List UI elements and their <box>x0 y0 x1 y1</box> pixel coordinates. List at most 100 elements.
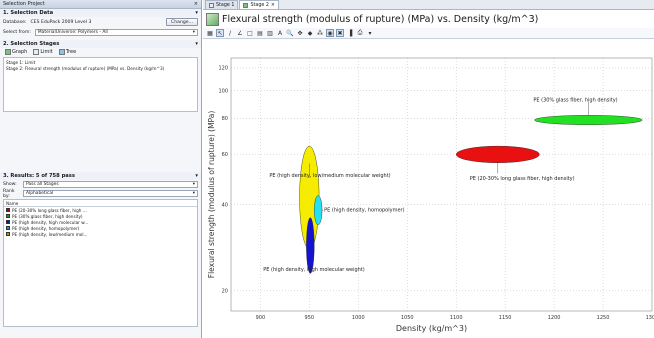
chart-title: Flexural strength (modulus of rupture) (… <box>222 13 539 25</box>
material-bubble <box>455 145 540 163</box>
material-color-swatch <box>6 208 10 212</box>
x-tick-label: 1300 <box>646 315 654 321</box>
chart-settings-icon[interactable]: ▦ <box>207 29 213 37</box>
stage-buttons: Graph Limit Tree <box>0 48 201 56</box>
list-item[interactable]: PE (high density, high molecular w... <box>4 219 197 225</box>
show-value: Pass all Stages <box>26 182 59 187</box>
y-tick-label: 100 <box>218 88 228 94</box>
name-column-header[interactable]: Name <box>4 200 197 207</box>
list-item[interactable]: PE (20-30% long glass fiber, high ... <box>4 207 197 213</box>
collapse-icon[interactable]: ▾ <box>195 173 198 179</box>
x-tick-label: 950 <box>305 315 315 321</box>
x-tick-label: 1250 <box>597 315 610 321</box>
chart-header: Flexural strength (modulus of rupture) (… <box>203 10 654 28</box>
material-bubble <box>306 217 315 274</box>
tab-stage-1[interactable]: Stage 1 <box>205 0 239 9</box>
tab-stage-2[interactable]: Stage 2 × <box>239 0 279 9</box>
text-tool-icon[interactable]: A <box>277 29 283 37</box>
material-name: PE (30% glass fiber, high density) <box>12 213 83 219</box>
material-label: PE (20-30% long glass fiber, high densit… <box>470 176 575 182</box>
material-color-swatch <box>6 232 10 236</box>
material-label: PE (high density, homopolymer) <box>324 208 404 214</box>
chevron-down-icon: ▾ <box>192 191 195 196</box>
highlight-icon[interactable]: ⁂ <box>317 29 323 37</box>
line-tool-icon[interactable]: / <box>228 29 232 37</box>
tree-stage-button[interactable]: Tree <box>57 49 78 55</box>
rank-dropdown[interactable]: Alphabetical ▾ <box>23 190 198 197</box>
material-color-swatch <box>6 220 10 224</box>
y-tick-label: 120 <box>218 66 228 72</box>
section-results[interactable]: 3. Results: 5 of 758 pass ▾ <box>0 172 201 180</box>
select-from-dropdown[interactable]: MaterialUniverse: Polymers - All ▾ <box>34 28 198 36</box>
limit-icon <box>209 2 214 8</box>
x-tick-label: 1200 <box>548 315 561 321</box>
change-button[interactable]: Change... <box>166 18 198 26</box>
chart-type-icon[interactable]: ▐ <box>347 29 353 37</box>
collapse-icon[interactable]: ▾ <box>195 41 198 47</box>
collapse-icon[interactable]: ▾ <box>195 10 198 16</box>
graph-icon <box>5 49 11 55</box>
stage-item[interactable]: Stage 2: Flexural strength (modulus of r… <box>6 66 165 71</box>
x-tick-label: 900 <box>256 315 266 321</box>
y-tick-label: 20 <box>222 288 228 294</box>
rank-label: Rank by: <box>3 188 15 199</box>
chart-toolbar: ▦ ↖ / ∠ □ ▤ ▥ A 🔍 ✥ ◆ ⁂ ◉ ✖ ▐ ⎙ ▾ <box>203 28 654 39</box>
section-selection-data[interactable]: 1. Selection Data ▾ <box>0 9 201 17</box>
tab-label: Stage 1 <box>216 2 235 8</box>
dropdown-icon[interactable]: ▾ <box>368 29 372 37</box>
pan-icon[interactable]: ✥ <box>297 29 303 37</box>
x-tick-label: 1000 <box>352 315 365 321</box>
table-tool-icon[interactable]: ▥ <box>267 29 273 37</box>
select-tool-icon[interactable]: ↖ <box>216 29 224 37</box>
tab-close-icon[interactable]: × <box>270 2 275 8</box>
select-from-row: Select from: MaterialUniverse: Polymers … <box>0 27 201 37</box>
y-tick-label: 60 <box>222 152 228 158</box>
section-selection-stages[interactable]: 2. Selection Stages ▾ <box>0 40 201 48</box>
chart[interactable]: 900 950 1000 1050 1100 1150 1200 1250 1300 20 40 60… <box>203 40 654 338</box>
limit-label: Limit <box>40 49 53 55</box>
hide-icon[interactable]: ◆ <box>307 29 313 37</box>
material-color-swatch <box>6 214 10 218</box>
database-label: Database: <box>3 19 27 25</box>
envelope-tool-icon[interactable]: ∠ <box>237 29 243 37</box>
material-name: PE (high density, low/medium mol... <box>12 231 88 237</box>
material-name: PE (high density, homopolymer) <box>12 225 80 231</box>
box-tool-icon[interactable]: □ <box>247 29 253 37</box>
show-dropdown[interactable]: Pass all Stages ▾ <box>23 181 198 188</box>
show-row: Show: Pass all Stages ▾ <box>0 180 201 189</box>
x-axis-label: Density (kg/m^3) <box>396 324 467 333</box>
y-tick-label: 80 <box>222 116 228 122</box>
panel-close-icon[interactable]: × <box>193 1 198 7</box>
zoom-icon[interactable]: 🔍 <box>286 29 294 37</box>
material-name: PE (high density, high molecular w... <box>12 219 89 225</box>
chevron-down-icon: ▾ <box>192 182 195 187</box>
panel-titlebar: Selection Project × <box>0 0 201 9</box>
list-item[interactable]: PE (high density, homopolymer) <box>4 225 197 231</box>
graph-label: Graph <box>12 49 28 55</box>
list-item[interactable]: PE (high density, low/medium mol... <box>4 231 197 237</box>
y-axis-label: Flexural strength (modulus of rupture) (… <box>207 111 216 279</box>
graph-stage-icon <box>206 12 219 26</box>
selection-project-panel: Selection Project × 1. Selection Data ▾ … <box>0 0 202 338</box>
list-item[interactable]: PE (30% glass fiber, high density) <box>4 213 197 219</box>
show-all-icon[interactable]: ◉ <box>326 29 334 37</box>
x-tick-label: 1050 <box>401 315 414 321</box>
panel-title: Selection Project <box>3 1 45 7</box>
select-from-label: Select from: <box>3 29 31 35</box>
graph-icon <box>243 2 249 8</box>
hide-failed-icon[interactable]: ✖ <box>336 29 344 37</box>
graph-stage-button[interactable]: Graph <box>3 49 29 55</box>
material-name: PE (20-30% long glass fiber, high ... <box>12 207 87 213</box>
y-tick-label: 40 <box>222 202 228 208</box>
database-row: Database: CES EduPack 2009 Level 3 Chang… <box>0 17 201 27</box>
chevron-down-icon: ▾ <box>192 29 195 35</box>
material-bubble <box>534 115 643 125</box>
section-title: 1. Selection Data <box>3 10 54 16</box>
tree-label: Tree <box>65 49 77 55</box>
section-title: 3. Results: 5 of 758 pass <box>3 173 75 179</box>
tree-icon <box>58 49 65 55</box>
tree-tool-icon[interactable]: ▤ <box>257 29 263 37</box>
stage-item[interactable]: Stage 1: Limit <box>6 60 36 65</box>
limit-stage-button[interactable]: Limit <box>31 49 54 55</box>
print-icon[interactable]: ⎙ <box>357 29 363 36</box>
